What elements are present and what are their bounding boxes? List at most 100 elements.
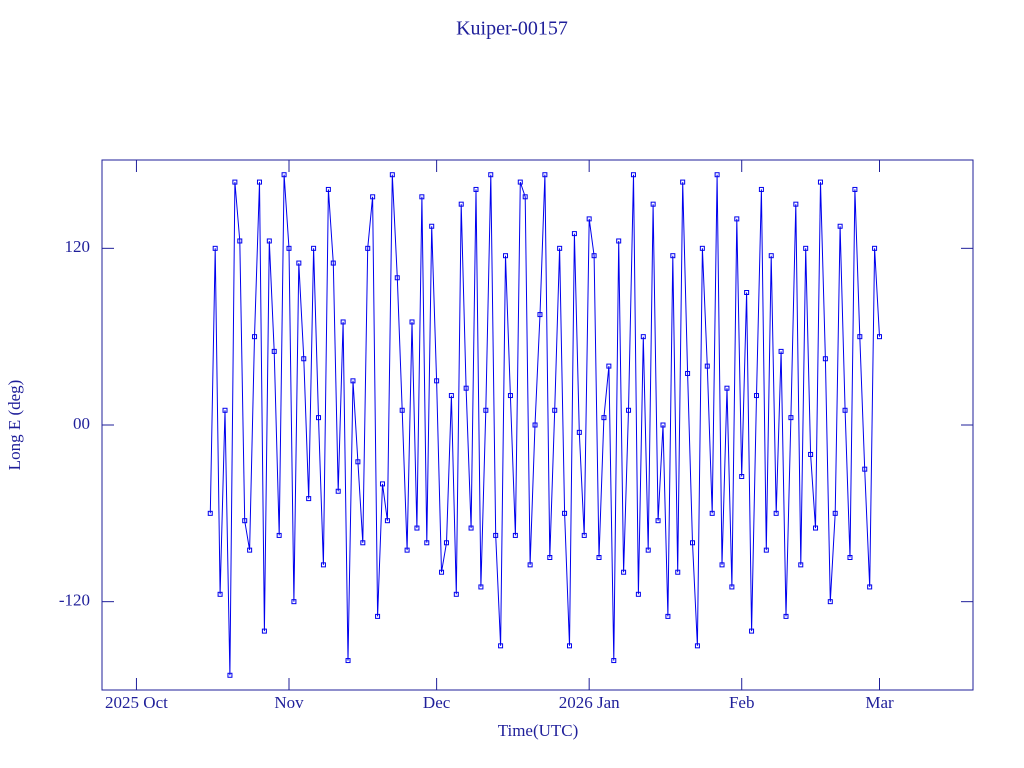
data-point (630, 172, 636, 178)
data-point (276, 532, 282, 538)
data-point (532, 422, 538, 428)
data-point (842, 407, 848, 413)
data-point (744, 290, 750, 295)
data-point (463, 385, 469, 391)
data-point (827, 599, 833, 605)
data-point (379, 481, 385, 487)
data-point (237, 238, 243, 244)
data-point (729, 584, 735, 590)
data-point (616, 238, 622, 244)
data-point (434, 378, 440, 384)
data-point (621, 569, 627, 575)
data-point (547, 555, 553, 560)
data-point (709, 510, 715, 516)
data-point (699, 245, 705, 251)
data-point (788, 415, 794, 421)
data-point (576, 429, 582, 435)
data-point (370, 194, 376, 200)
data-point (316, 415, 322, 421)
data-point (266, 238, 272, 244)
data-point (552, 407, 558, 413)
data-point (670, 253, 676, 259)
data-point (793, 201, 799, 207)
x-tick-label: Feb (729, 693, 755, 712)
data-point (857, 334, 863, 340)
data-point (581, 532, 587, 538)
data-point (306, 496, 312, 502)
data-point (429, 223, 435, 229)
data-point (212, 245, 218, 251)
data-point (330, 260, 336, 266)
data-point (517, 179, 523, 185)
data-point (724, 385, 730, 391)
data-point (660, 422, 666, 428)
data-point (217, 591, 223, 597)
y-tick-label: 120 (65, 237, 91, 256)
data-point (650, 201, 656, 207)
data-point (443, 540, 449, 546)
data-point (340, 319, 346, 325)
data-point (507, 393, 513, 399)
data-point (640, 334, 646, 340)
data-point (399, 407, 405, 413)
data-point (675, 569, 681, 575)
series-line (209, 174, 880, 676)
data-point (286, 245, 292, 251)
data-point (606, 363, 612, 369)
data-point (822, 356, 828, 362)
data-point (409, 319, 415, 325)
x-tick-label: 2026 Jan (559, 693, 620, 712)
data-point (808, 451, 814, 457)
data-point (360, 540, 366, 546)
data-point (527, 562, 533, 568)
x-tick-label: Nov (274, 693, 304, 712)
series (207, 172, 883, 678)
data-point (375, 613, 381, 619)
data-point (586, 216, 592, 222)
data-point (227, 672, 233, 678)
data-point (512, 532, 518, 538)
data-point (493, 532, 499, 538)
data-point (704, 363, 710, 369)
data-point (311, 245, 317, 251)
data-point (763, 547, 769, 553)
data-point (301, 356, 307, 362)
data-point (281, 172, 287, 178)
data-point (778, 348, 784, 354)
x-tick-label: 2025 Oct (105, 693, 168, 712)
data-point (365, 245, 371, 251)
data-point (591, 253, 597, 259)
data-point (394, 275, 400, 281)
data-point (571, 231, 577, 237)
data-point (473, 186, 479, 192)
data-point (596, 555, 602, 560)
y-axis-label: Long E (deg) (5, 380, 24, 471)
data-point (832, 510, 838, 516)
data-point (739, 474, 745, 480)
x-axis-label: Time(UTC) (498, 721, 579, 740)
data-point (448, 393, 454, 399)
data-point (271, 348, 277, 354)
data-point (542, 172, 548, 178)
data-point (734, 216, 740, 222)
data-point (798, 562, 804, 568)
data-point (503, 253, 509, 259)
data-point (645, 547, 651, 553)
data-point (655, 518, 661, 524)
data-point (242, 518, 248, 524)
data-point (537, 312, 543, 318)
data-point (719, 562, 725, 568)
data-point (404, 547, 410, 553)
data-point (384, 518, 390, 524)
data-point (665, 613, 671, 619)
data-point (783, 613, 789, 619)
y-tick-label: -120 (59, 591, 90, 610)
data-point (714, 172, 720, 178)
data-point (813, 525, 819, 531)
data-point (562, 510, 568, 516)
data-point (557, 245, 563, 251)
data-point (478, 584, 484, 590)
data-point (458, 201, 464, 207)
data-point (350, 378, 356, 384)
